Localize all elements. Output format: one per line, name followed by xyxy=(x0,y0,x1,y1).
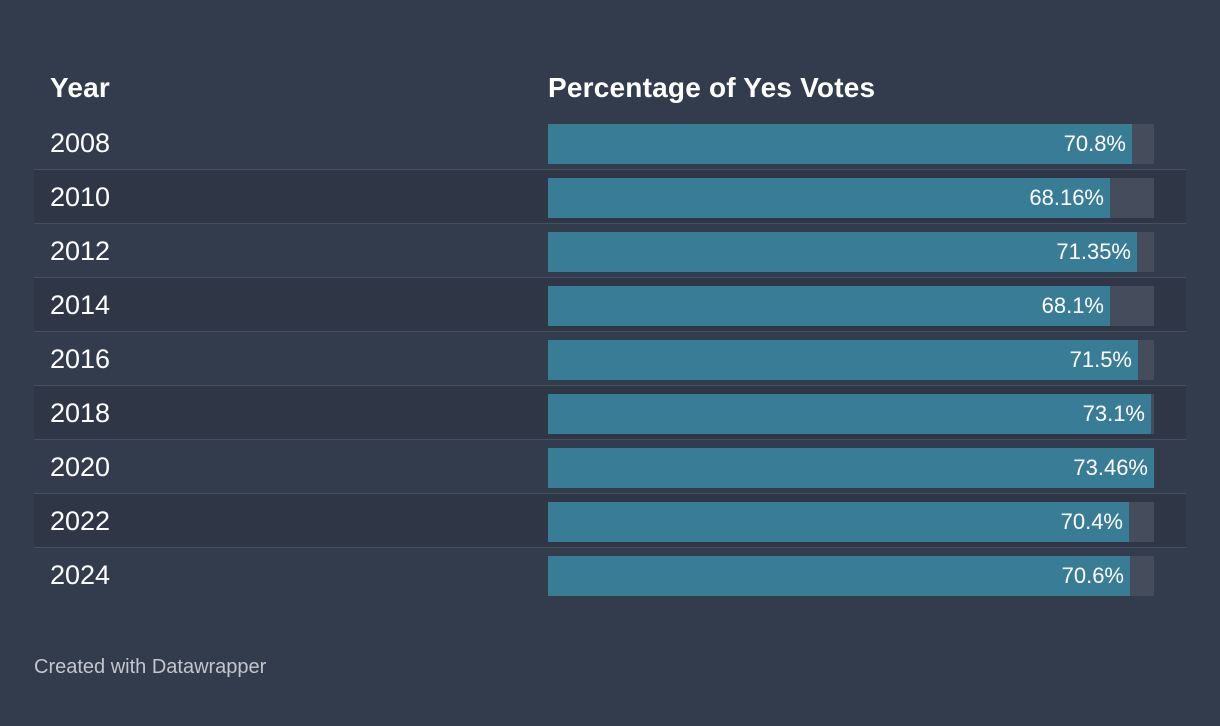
year-cell: 2010 xyxy=(50,182,111,212)
table-body: 2008 70.8% 2010 68.16% 2012 71.35% 2014 68.1% 20… xyxy=(34,116,1186,602)
bar-value-label: 70.8% xyxy=(1063,131,1126,156)
bar-value-label: 70.4% xyxy=(1060,509,1123,534)
bar xyxy=(548,124,1132,164)
data-table: Year Percentage of Yes Votes 2008 70.8% 20… xyxy=(34,66,1186,602)
bar-track: 70.4% xyxy=(548,502,1154,542)
bar-track: 68.1% xyxy=(548,286,1154,326)
bar-track: 73.46% xyxy=(548,448,1154,488)
bar-track: 71.5% xyxy=(548,340,1154,380)
bar-track: 73.1% xyxy=(548,394,1154,434)
bar xyxy=(548,286,1110,326)
bar xyxy=(548,394,1151,434)
year-cell: 2022 xyxy=(50,506,111,536)
bar-track: 71.35% xyxy=(548,232,1154,272)
bar xyxy=(548,340,1138,380)
table-row: 2008 70.8% xyxy=(34,116,1186,170)
bar xyxy=(548,448,1154,488)
table-row: 2014 68.1% xyxy=(34,278,1186,332)
year-cell: 2018 xyxy=(50,398,111,428)
percentage-column-header: Percentage of Yes Votes xyxy=(548,72,876,103)
year-cell: 2012 xyxy=(50,236,111,266)
table-row: 2010 68.16% xyxy=(34,170,1186,224)
year-cell: 2016 xyxy=(50,344,111,374)
bar-track: 70.8% xyxy=(548,124,1154,164)
bar-value-label: 68.1% xyxy=(1041,293,1104,318)
bar xyxy=(548,556,1130,596)
datawrapper-credit: Created with Datawrapper xyxy=(34,656,267,678)
table-row: 2018 73.1% xyxy=(34,386,1186,440)
table-row: 2020 73.46% xyxy=(34,440,1186,494)
bar-value-label: 73.46% xyxy=(1073,455,1148,480)
bar xyxy=(548,178,1110,218)
bar-value-label: 70.6% xyxy=(1061,563,1124,588)
bar-track: 68.16% xyxy=(548,178,1154,218)
year-column-header: Year xyxy=(50,72,110,103)
bar-value-label: 71.35% xyxy=(1056,239,1131,264)
year-cell: 2008 xyxy=(50,128,111,158)
table-row: 2016 71.5% xyxy=(34,332,1186,386)
bar-track: 70.6% xyxy=(548,556,1154,596)
table-row: 2012 71.35% xyxy=(34,224,1186,278)
table-row: 2024 70.6% xyxy=(34,548,1186,602)
bar-value-label: 68.16% xyxy=(1029,185,1104,210)
bar xyxy=(548,232,1137,272)
year-cell: 2020 xyxy=(50,452,111,482)
table-row: 2022 70.4% xyxy=(34,494,1186,548)
bar xyxy=(548,502,1129,542)
year-cell: 2014 xyxy=(50,290,111,320)
year-cell: 2024 xyxy=(50,560,111,590)
bar-value-label: 71.5% xyxy=(1069,347,1132,372)
bar-value-label: 73.1% xyxy=(1082,401,1145,426)
table-header: Year Percentage of Yes Votes xyxy=(34,66,1186,116)
